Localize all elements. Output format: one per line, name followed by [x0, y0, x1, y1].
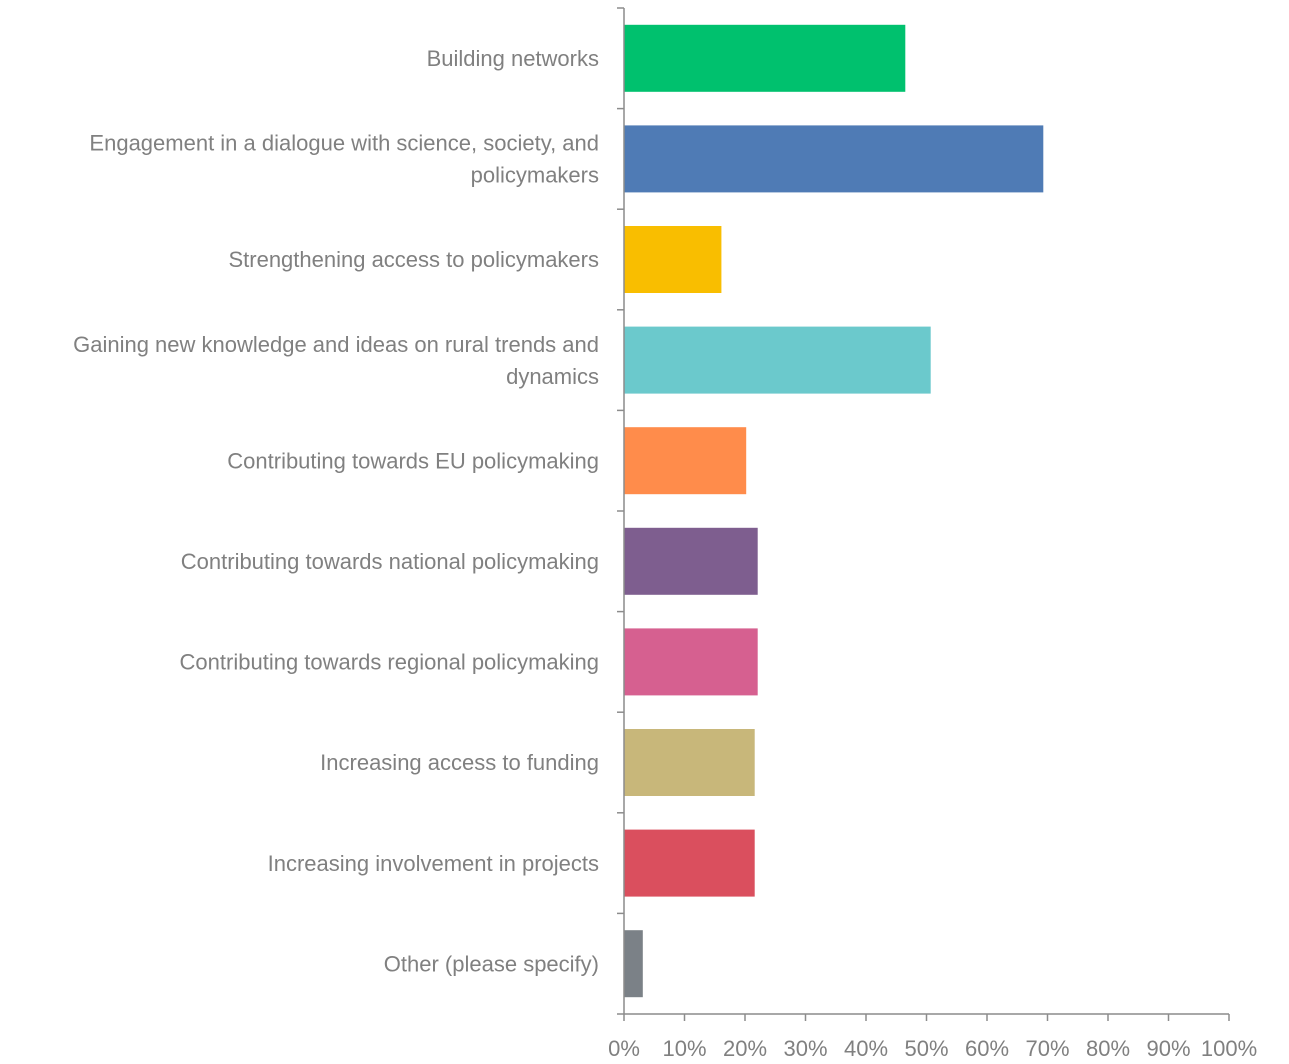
category-label: Building networks	[427, 46, 599, 71]
category-label: Strengthening access to policymakers	[228, 247, 599, 272]
bar	[624, 125, 1044, 193]
x-tick-label: 50%	[904, 1036, 948, 1059]
bar	[624, 24, 906, 92]
category-label: Other (please specify)	[384, 951, 599, 976]
x-tick-label: 30%	[783, 1036, 827, 1059]
x-tick-label: 20%	[723, 1036, 767, 1059]
x-tick-label: 10%	[662, 1036, 706, 1059]
bar	[624, 628, 758, 696]
x-tick-label: 0%	[608, 1036, 640, 1059]
x-tick-label: 80%	[1086, 1036, 1130, 1059]
bar	[624, 729, 755, 796]
category-label: Contributing towards EU policymaking	[227, 448, 599, 473]
bar	[624, 829, 755, 897]
x-tick-label: 100%	[1201, 1036, 1257, 1059]
x-tick-label: 70%	[1025, 1036, 1069, 1059]
x-tick-label: 60%	[965, 1036, 1009, 1059]
bar	[624, 427, 747, 495]
category-label: Engagement in a dialogue with science, s…	[89, 131, 599, 188]
category-label: Contributing towards regional policymaki…	[180, 650, 599, 675]
bar	[624, 930, 643, 998]
category-label: Contributing towards national policymaki…	[181, 549, 599, 574]
category-label: Increasing access to funding	[320, 750, 599, 775]
x-tick-label: 40%	[844, 1036, 888, 1059]
bar	[624, 527, 758, 595]
bar	[624, 226, 722, 293]
x-tick-label: 90%	[1146, 1036, 1190, 1059]
category-label: Increasing involvement in projects	[268, 851, 599, 876]
bar	[624, 326, 931, 394]
category-label: Gaining new knowledge and ideas on rural…	[73, 332, 599, 389]
